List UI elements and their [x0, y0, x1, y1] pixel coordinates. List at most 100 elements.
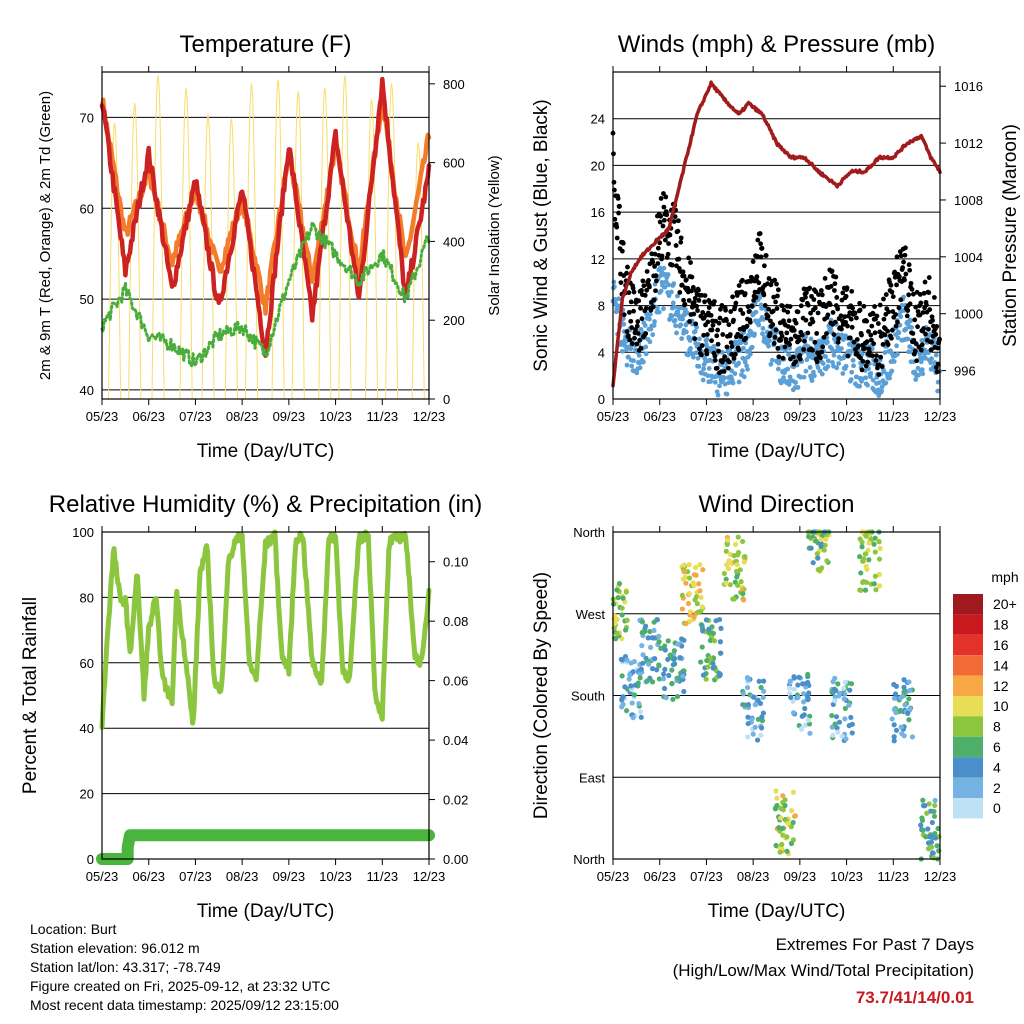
wind-point	[722, 381, 728, 387]
direction-point	[857, 536, 863, 542]
direction-point	[843, 736, 849, 742]
wind-point	[756, 318, 762, 323]
gust-point	[661, 204, 667, 210]
direction-point	[619, 605, 625, 611]
direction-point	[799, 713, 805, 719]
direction-point	[691, 572, 698, 578]
x-tick-label: 09/23	[784, 409, 817, 424]
y2-tick-label: 0.10	[443, 555, 468, 570]
gust-point	[925, 326, 931, 332]
direction-point	[705, 664, 711, 670]
wind-point	[825, 364, 831, 369]
x-tick-label: 05/23	[597, 869, 630, 884]
wind-point	[853, 374, 859, 380]
wind-point	[628, 346, 634, 352]
extremes-title: Extremes For Past 7 Days	[775, 935, 974, 954]
wind-point	[672, 304, 678, 310]
direction-point	[638, 714, 644, 720]
direction-point	[751, 694, 757, 700]
direction-point	[924, 810, 930, 816]
direction-point	[686, 575, 693, 581]
gust-point	[643, 331, 649, 336]
gust-point	[635, 330, 641, 336]
wind-point	[616, 296, 622, 302]
x-tick-label: 05/23	[597, 409, 630, 424]
gust-point	[773, 299, 778, 305]
gust-point	[665, 251, 671, 257]
wind-point	[919, 367, 925, 373]
x-tick-label: 11/23	[877, 869, 909, 884]
gust-point	[893, 323, 899, 329]
direction-point	[862, 587, 869, 593]
direction-point	[761, 678, 767, 684]
direction-point	[614, 587, 620, 593]
direction-point	[638, 666, 644, 672]
gust-point	[633, 327, 638, 332]
gust-point	[731, 317, 736, 323]
direction-point	[695, 609, 701, 615]
gust-point	[757, 231, 763, 236]
direction-point	[624, 708, 630, 714]
gust-point	[768, 318, 773, 324]
gust-point	[787, 304, 793, 309]
direction-point	[660, 676, 667, 682]
wind-point	[807, 365, 813, 370]
y2-tick-label: 0.08	[443, 614, 468, 629]
direction-point	[857, 587, 863, 593]
direction-point	[615, 595, 621, 601]
direction-point	[741, 597, 747, 603]
gust-point	[704, 351, 710, 357]
gust-point	[797, 353, 803, 358]
gust-point	[691, 311, 697, 317]
wind-point	[657, 265, 663, 271]
wind-point	[711, 343, 717, 349]
direction-point	[784, 834, 790, 840]
direction-point	[666, 672, 672, 679]
direction-point	[871, 541, 877, 547]
y2-tick-label: 0.06	[443, 674, 468, 689]
direction-point	[700, 672, 707, 678]
wind-point	[757, 295, 763, 301]
gust-point	[931, 295, 937, 300]
wind-point	[611, 279, 617, 285]
wind-point	[661, 306, 666, 312]
gust-point	[695, 308, 700, 313]
legend-label: 0	[993, 800, 1001, 816]
wind-point	[785, 366, 791, 372]
gust-point	[859, 332, 864, 338]
gust-point	[728, 340, 734, 346]
extremes-value: 73.7/41/14/0.01	[855, 988, 974, 1007]
wind-point	[929, 356, 934, 362]
direction-point	[619, 704, 625, 710]
wind-point	[736, 360, 742, 366]
gust-point	[722, 354, 728, 360]
plot-frame	[101, 531, 430, 860]
direction-point	[669, 667, 675, 673]
direction-point	[872, 535, 878, 541]
gust-point	[727, 332, 733, 337]
gust-point	[915, 324, 920, 330]
direction-point	[665, 656, 671, 662]
gust-point	[889, 335, 894, 341]
gust-point	[878, 354, 884, 360]
gust-point	[626, 309, 632, 315]
wind-point	[675, 293, 680, 299]
direction-point	[740, 691, 747, 697]
gust-point	[814, 359, 820, 365]
gust-point	[780, 355, 786, 361]
legend-swatch	[953, 716, 983, 737]
x-tick-label: 12/23	[413, 869, 446, 884]
direction-point	[839, 733, 845, 740]
wind-point	[776, 360, 782, 366]
x-axis-label: Time (Day/UTC)	[197, 441, 335, 462]
legend-swatch	[953, 614, 983, 635]
direction-point	[761, 688, 767, 694]
direction-point	[699, 604, 705, 610]
direction-point	[640, 652, 646, 658]
legend-title: mph	[991, 569, 1018, 585]
direction-point	[906, 696, 912, 702]
direction-point	[863, 551, 869, 557]
gust-point	[744, 323, 750, 329]
gust-point	[860, 358, 866, 364]
direction-point	[907, 706, 913, 712]
